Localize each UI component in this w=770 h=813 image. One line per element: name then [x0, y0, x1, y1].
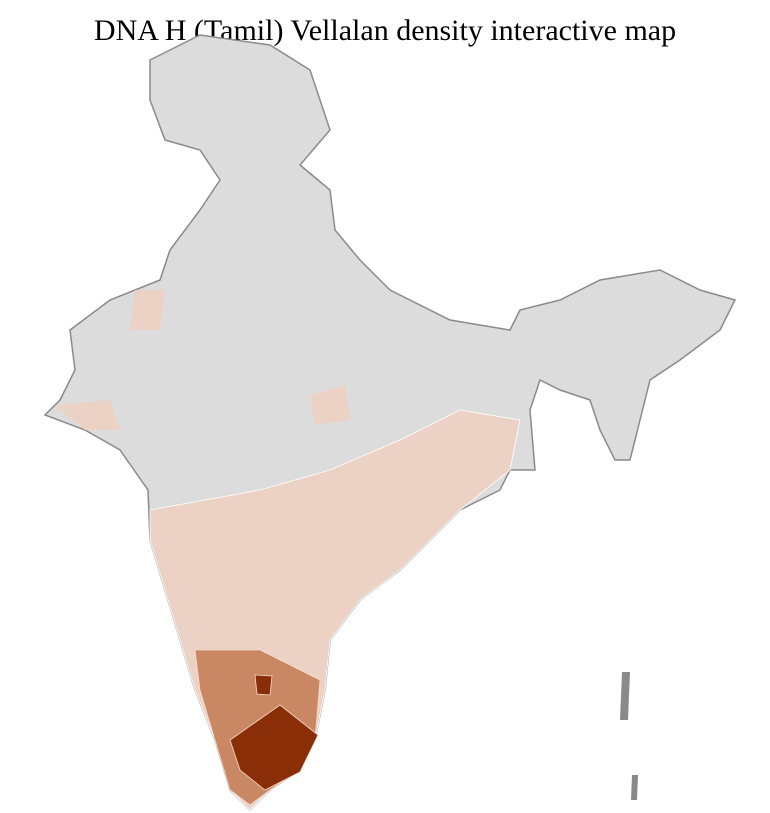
andaman-islands	[620, 672, 638, 800]
india-outline[interactable]	[43, 34, 737, 812]
low-density-patch[interactable]	[130, 290, 165, 330]
low-density-patch[interactable]	[310, 385, 350, 425]
low-density-patch[interactable]	[55, 400, 120, 430]
high-density-region[interactable]	[229, 674, 319, 791]
